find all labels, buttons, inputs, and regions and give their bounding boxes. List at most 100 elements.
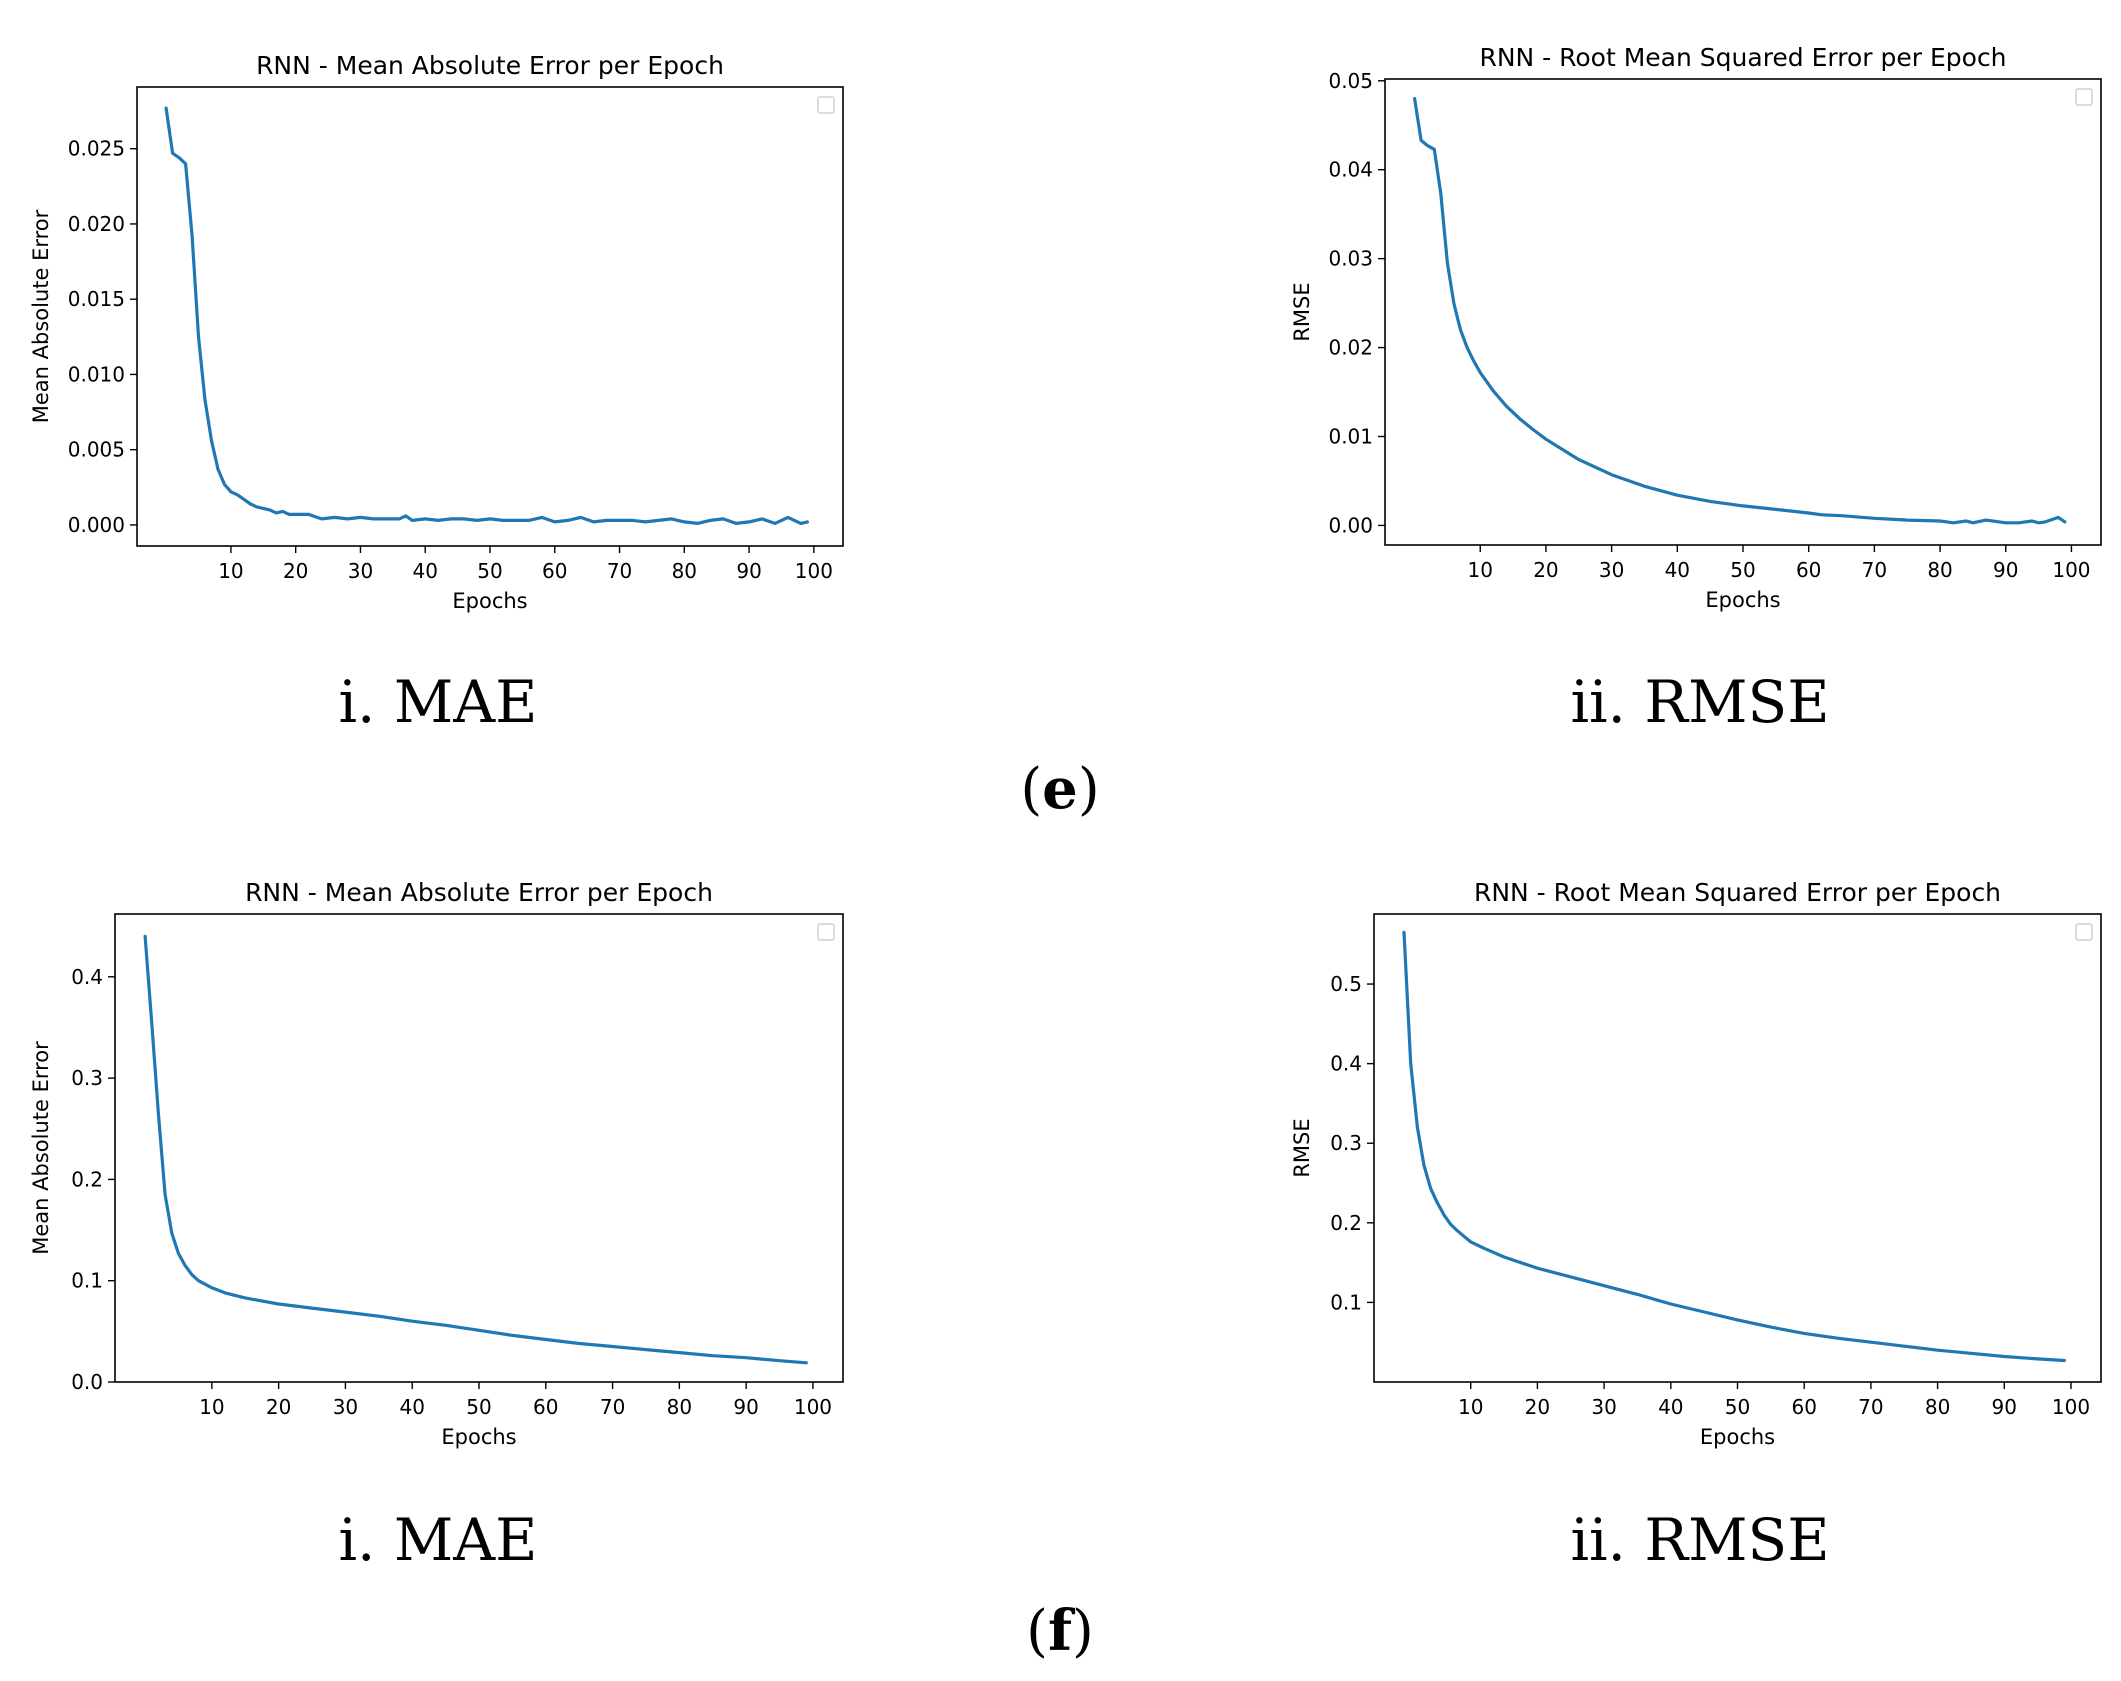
- chart-1: RNN - Mean Absolute Error per Epoch 10 20 3…: [29, 51, 844, 613]
- y-tick-label: 0.4: [71, 965, 103, 989]
- x-tick-label: 60: [1796, 558, 1821, 582]
- series-line: [1402, 930, 2066, 1363]
- y-tick-label: 0.015: [68, 287, 125, 311]
- x-tick-label: 20: [1525, 1395, 1550, 1419]
- x-tick-label: 20: [266, 1395, 291, 1419]
- y-tick-label: 0.2: [1330, 1211, 1362, 1235]
- x-tick-label: 90: [736, 559, 761, 583]
- x-axis-label: Epochs: [1705, 588, 1780, 612]
- y-tick-label: 0.05: [1328, 69, 1373, 93]
- group-label-f: (f): [1026, 1598, 1094, 1664]
- y-tick-label: 0.025: [68, 137, 125, 161]
- legend-box: [2075, 88, 2093, 106]
- y-tick-label: 0.2: [71, 1167, 103, 1191]
- y-tick-label: 0.02: [1328, 336, 1373, 360]
- y-tick-label: 0.04: [1328, 158, 1373, 182]
- x-tick-label: 30: [333, 1395, 358, 1419]
- x-tick-label: 70: [607, 559, 632, 583]
- x-tick-label: 10: [1468, 558, 1493, 582]
- group-label-e-close: ): [1078, 757, 1100, 822]
- y-tick-label: 0.1: [71, 1269, 103, 1293]
- x-tick-label: 50: [466, 1395, 491, 1419]
- chart-title: RNN - Mean Absolute Error per Epoch: [245, 878, 713, 907]
- y-tick-label: 0.5: [1330, 972, 1362, 996]
- x-tick-label: 50: [1725, 1395, 1750, 1419]
- chart-title: RNN - Mean Absolute Error per Epoch: [256, 51, 724, 80]
- x-tick-label: 80: [1927, 558, 1952, 582]
- legend-box: [817, 96, 835, 114]
- x-tick-label: 60: [533, 1395, 558, 1419]
- group-label-f-open: (: [1026, 1599, 1048, 1664]
- x-tick-label: 100: [794, 1395, 832, 1419]
- x-tick-label: 20: [283, 559, 308, 583]
- x-tick-label: 70: [1862, 558, 1887, 582]
- x-tick-label: 40: [1658, 1395, 1683, 1419]
- x-axis-label: Epochs: [1700, 1425, 1775, 1449]
- chart-title: RNN - Root Mean Squared Error per Epoch: [1479, 43, 2006, 72]
- x-tick-label: 50: [1730, 558, 1755, 582]
- y-tick-label: 0.4: [1330, 1052, 1362, 1076]
- chart-2: RNN - Root Mean Squared Error per Epoch 1…: [1290, 43, 2102, 612]
- sub-caption-e-rmse: ii. RMSE: [1570, 668, 1829, 736]
- x-tick-label: 30: [348, 559, 373, 583]
- x-tick-label: 40: [1665, 558, 1690, 582]
- x-tick-label: 30: [1599, 558, 1624, 582]
- y-axis-label: RMSE: [1290, 282, 1314, 341]
- x-tick-label: 100: [2052, 558, 2090, 582]
- x-tick-label: 40: [413, 559, 438, 583]
- y-tick-label: 0.1: [1330, 1290, 1362, 1314]
- x-axis-label: Epochs: [452, 589, 527, 613]
- x-tick-label: 50: [477, 559, 502, 583]
- legend-box: [817, 923, 835, 941]
- y-axis-label: Mean Absolute Error: [29, 1041, 53, 1255]
- sub-caption-e-mae: i. MAE: [338, 668, 537, 736]
- y-tick-label: 0.010: [68, 362, 125, 386]
- x-tick-label: 70: [600, 1395, 625, 1419]
- series-line: [164, 106, 810, 526]
- group-label-e-open: (: [1020, 757, 1042, 822]
- legend-box: [2075, 923, 2093, 941]
- group-label-e-letter: e: [1042, 756, 1078, 822]
- y-axis-label: RMSE: [1290, 1118, 1314, 1177]
- x-tick-label: 40: [399, 1395, 424, 1419]
- group-label-f-letter: f: [1048, 1598, 1076, 1664]
- x-tick-label: 10: [218, 559, 243, 583]
- x-tick-label: 10: [199, 1395, 224, 1419]
- sub-caption-f-mae: i. MAE: [338, 1506, 537, 1574]
- x-axis-label: Epochs: [441, 1425, 516, 1449]
- y-tick-label: 0.00: [1328, 513, 1373, 537]
- chart-3: RNN - Mean Absolute Error per Epoch 10 20 3…: [29, 878, 844, 1449]
- y-tick-label: 0.000: [68, 513, 125, 537]
- y-axis-label: Mean Absolute Error: [29, 209, 53, 423]
- x-tick-label: 100: [2052, 1395, 2090, 1419]
- y-tick-label: 0.005: [68, 438, 125, 462]
- group-label-f-close: ): [1072, 1599, 1094, 1664]
- group-label-e: (e): [1020, 756, 1099, 822]
- x-tick-label: 30: [1591, 1395, 1616, 1419]
- y-tick-label: 0.01: [1328, 425, 1373, 449]
- x-tick-label: 90: [733, 1395, 758, 1419]
- x-tick-label: 80: [672, 559, 697, 583]
- chart-title: RNN - Root Mean Squared Error per Epoch: [1474, 878, 2001, 907]
- y-tick-label: 0.03: [1328, 247, 1373, 271]
- x-tick-label: 10: [1458, 1395, 1483, 1419]
- sub-caption-f-rmse: ii. RMSE: [1570, 1506, 1829, 1574]
- x-tick-label: 90: [1993, 558, 2018, 582]
- x-tick-label: 20: [1533, 558, 1558, 582]
- x-tick-label: 100: [795, 559, 833, 583]
- x-tick-label: 80: [1925, 1395, 1950, 1419]
- y-tick-label: 0.3: [1330, 1131, 1362, 1155]
- y-tick-label: 0.020: [68, 212, 125, 236]
- x-tick-label: 90: [1992, 1395, 2017, 1419]
- series-line: [1412, 96, 2067, 525]
- chart-4: RNN - Root Mean Squared Error per Epoch 1…: [1290, 878, 2102, 1449]
- x-tick-label: 80: [667, 1395, 692, 1419]
- y-tick-label: 0.0: [71, 1370, 103, 1394]
- x-tick-label: 60: [1791, 1395, 1816, 1419]
- y-tick-label: 0.3: [71, 1066, 103, 1090]
- x-tick-label: 70: [1858, 1395, 1883, 1419]
- series-line: [143, 934, 808, 1365]
- x-tick-label: 60: [542, 559, 567, 583]
